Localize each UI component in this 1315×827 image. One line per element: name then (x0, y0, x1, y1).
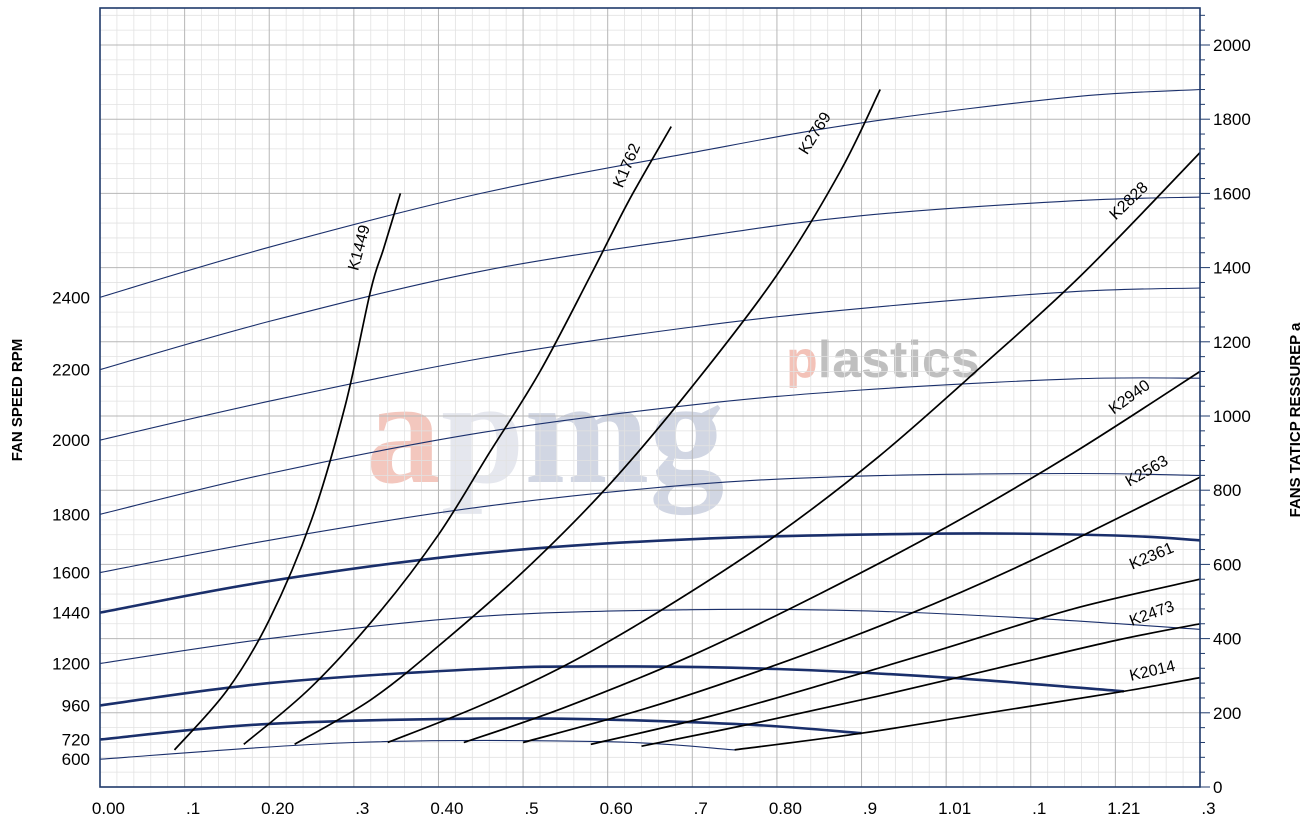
system-curve-k2828 (387, 152, 1201, 744)
curve-label-k2828: K2828 (1107, 179, 1152, 223)
speed-curve-960 (99, 665, 1124, 707)
left-tick-label: 2200 (52, 361, 90, 380)
system-curve-k2940 (463, 370, 1201, 744)
speed-curve-2400 (99, 88, 1201, 298)
left-tick-label: 2400 (52, 288, 90, 307)
curve-label-k1449: K1449 (345, 223, 373, 272)
system-curve-k2769 (294, 89, 881, 746)
speed-curve-2200 (99, 196, 1201, 371)
speed-curve-1800 (99, 377, 1201, 515)
watermark-lastics: lastics (818, 331, 980, 389)
right-tick-label: 1800 (1213, 110, 1251, 129)
system-curve-k2563 (522, 476, 1201, 744)
system-curve-k2473 (641, 622, 1201, 748)
x-tick-label: .9 (863, 799, 877, 818)
curve-label-k2769: K2769 (796, 109, 835, 157)
left-tick-label: 720 (62, 731, 90, 750)
curve-label-k2014: K2014 (1128, 658, 1177, 685)
minor-grid (100, 8, 1200, 787)
x-tick-label: 1.01 (938, 799, 971, 818)
watermark-a: a (366, 349, 441, 515)
right-tick-label: 1600 (1213, 184, 1251, 203)
speed-curve-2000 (99, 287, 1201, 441)
x-tick-label: .3 (1201, 799, 1215, 818)
left-axis-title: FAN SPEED RPM (9, 339, 26, 462)
plot-frame (99, 7, 1201, 788)
x-tick-label: 0.40 (430, 799, 463, 818)
left-tick-label: 960 (62, 696, 90, 715)
speed-curve-1200 (99, 608, 1201, 665)
system-curve-k2361 (590, 578, 1201, 746)
left-tick-label: 1200 (52, 654, 90, 673)
watermark-small-p: p (786, 331, 818, 389)
right-tick-label: 200 (1213, 704, 1241, 723)
right-tick-label: 1400 (1213, 259, 1251, 278)
curve-label-k2940: K2940 (1106, 377, 1154, 418)
right-tick-label: 800 (1213, 481, 1241, 500)
apm-plastics-watermark: apmg plastics (366, 331, 980, 515)
right-tick-label: 2000 (1213, 36, 1251, 55)
right-tick-label: 0 (1213, 778, 1222, 797)
left-tick-label: 1440 (52, 604, 90, 623)
right-axis-title: FANS TATICP RESSUREP a (1287, 322, 1304, 517)
curve-label-k2473: K2473 (1127, 598, 1176, 630)
x-tick-label: 0.60 (600, 799, 633, 818)
right-axis-ticks: 0 200 400 600 800 1000 1200 1400 1600 1800 2000 (1200, 14, 1251, 797)
x-tick-label: .7 (694, 799, 708, 818)
system-curves (173, 89, 1201, 751)
system-curve-k1762 (243, 126, 672, 745)
left-tick-label: 1800 (52, 505, 90, 524)
right-tick-label: 1000 (1213, 407, 1251, 426)
system-curve-k2014 (734, 676, 1201, 751)
speed-curve-1440 (99, 532, 1201, 614)
x-tick-label: .3 (355, 799, 369, 818)
curve-label-k2361: K2361 (1127, 540, 1176, 574)
system-curve-k1449 (173, 193, 402, 751)
x-tick-label: 0.80 (769, 799, 802, 818)
right-tick-label: 600 (1213, 555, 1241, 574)
x-tick-label: 0.20 (261, 799, 294, 818)
x-tick-label: 1.21 (1107, 799, 1140, 818)
speed-curve-720 (99, 717, 862, 741)
left-tick-label: 1600 (52, 564, 90, 583)
right-tick-label: 1200 (1213, 333, 1251, 352)
x-tick-label: .1 (1032, 799, 1046, 818)
x-axis-ticks: 0.00 .1 0.20 .3 0.40 .5 0.60 .7 0.80 .9 1.01 .1 1.21… (92, 799, 1216, 818)
x-tick-label: .5 (524, 799, 538, 818)
speed-curve-1600 (99, 472, 1201, 574)
left-tick-label: 2000 (52, 431, 90, 450)
x-tick-label: .1 (186, 799, 200, 818)
curve-label-k2563: K2563 (1123, 452, 1172, 490)
x-tick-label: 0.00 (92, 799, 125, 818)
left-tick-label: 600 (62, 750, 90, 769)
speed-curve-600 (99, 740, 735, 760)
svg-text:plastics: plastics (786, 331, 980, 389)
right-tick-label: 400 (1213, 630, 1241, 649)
